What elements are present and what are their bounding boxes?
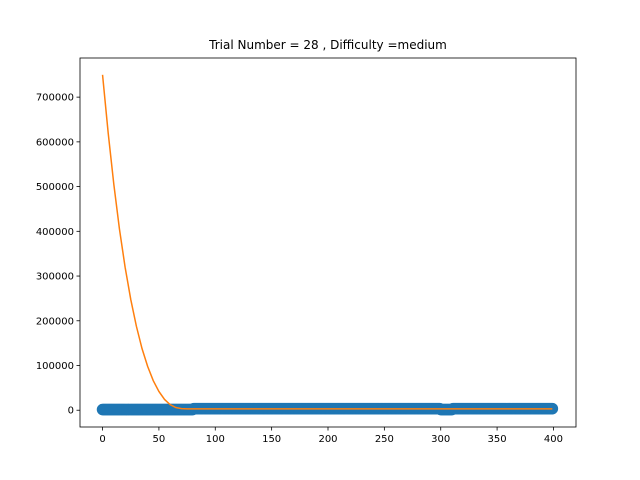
x-tick-label: 100 (206, 434, 225, 445)
chart-title: Trial Number = 28 , Difficulty =medium (208, 38, 447, 52)
x-tick-label: 400 (544, 434, 563, 445)
x-tick-label: 250 (375, 434, 394, 445)
y-tick-label: 600000 (36, 137, 74, 148)
y-tick-label: 700000 (36, 93, 74, 104)
y-tick-label: 0 (68, 406, 74, 417)
fit-line (101, 74, 553, 410)
x-tick-label: 200 (318, 434, 337, 445)
y-tick-label: 300000 (36, 272, 74, 283)
y-tick-label: 100000 (36, 361, 74, 372)
y-tick-label: 500000 (36, 182, 74, 193)
x-tick-label: 150 (262, 434, 281, 445)
x-tick-label: 0 (99, 434, 105, 445)
plot-area (96, 74, 559, 416)
y-tick-label: 400000 (36, 227, 74, 238)
x-tick-label: 350 (488, 434, 507, 445)
y-tick-label: 200000 (36, 316, 74, 327)
axes: 0 50 100 150 200 250 300 350 400 0 100000 200000 300… (36, 57, 577, 445)
plot-frame (79, 57, 577, 428)
x-tick-label: 50 (153, 434, 166, 445)
x-tick-label: 300 (431, 434, 450, 445)
